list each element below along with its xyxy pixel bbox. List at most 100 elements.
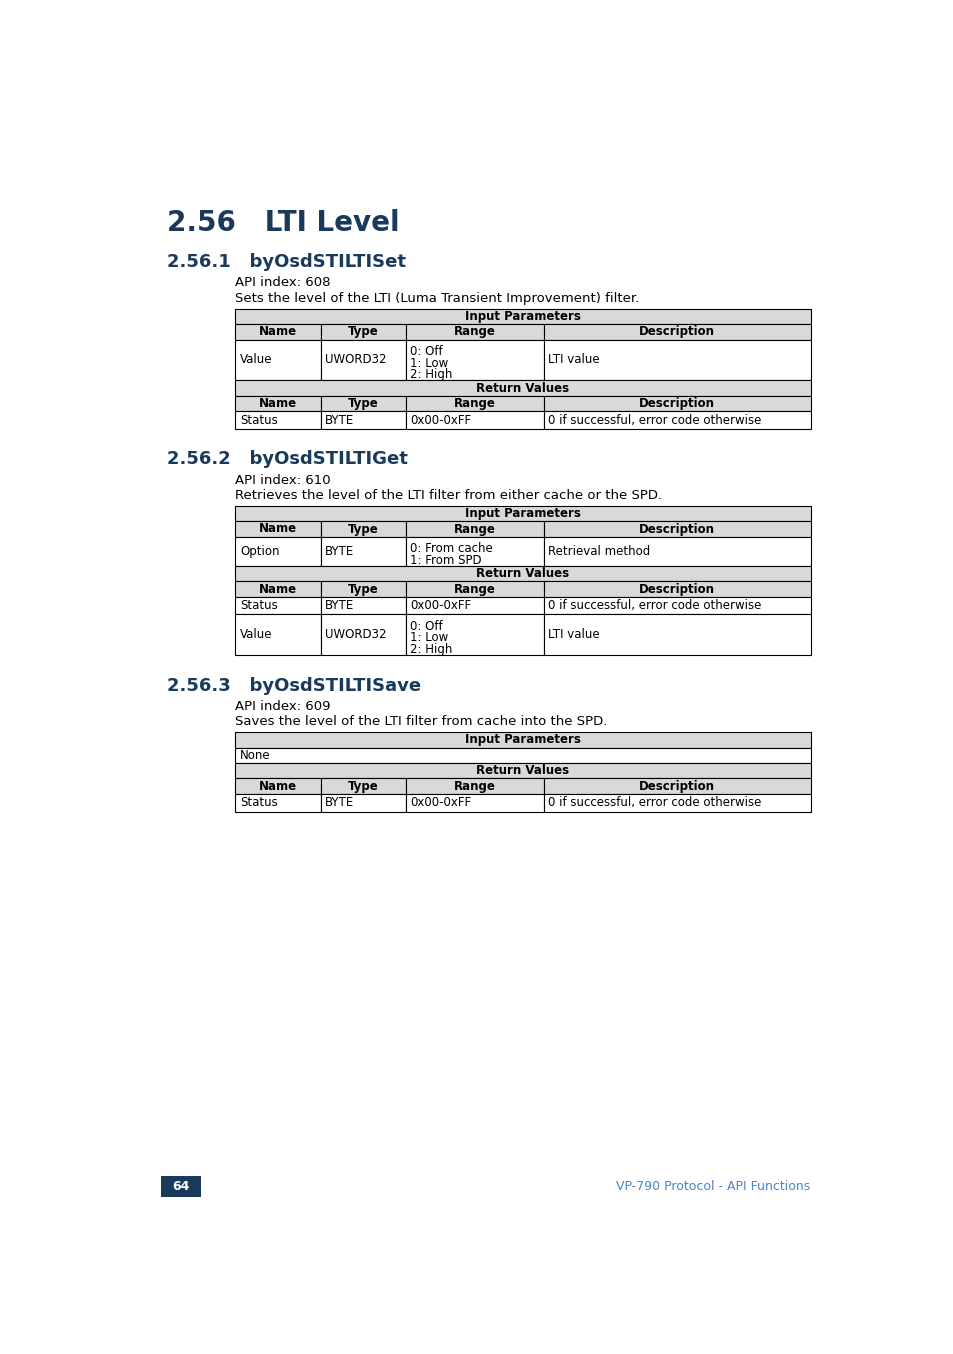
Text: Range: Range xyxy=(454,523,496,535)
Text: Return Values: Return Values xyxy=(476,382,569,394)
Text: Input Parameters: Input Parameters xyxy=(465,734,580,746)
Bar xyxy=(320,779,405,793)
Text: LTI value: LTI value xyxy=(548,353,599,367)
Bar xyxy=(235,506,810,521)
Text: 2.56   LTI Level: 2.56 LTI Level xyxy=(167,209,399,237)
Text: LTI value: LTI value xyxy=(548,628,599,642)
Bar xyxy=(405,793,543,811)
Bar xyxy=(405,395,543,412)
Bar xyxy=(235,340,320,380)
Bar xyxy=(235,566,810,581)
Bar xyxy=(235,733,810,747)
Bar xyxy=(405,615,543,655)
Text: 2: High: 2: High xyxy=(410,643,453,655)
Text: Sets the level of the LTI (Luma Transient Improvement) filter.: Sets the level of the LTI (Luma Transien… xyxy=(235,292,639,305)
Text: API index: 610: API index: 610 xyxy=(235,474,331,486)
Text: Status: Status xyxy=(240,413,277,427)
Text: Range: Range xyxy=(454,325,496,338)
Bar xyxy=(405,581,543,597)
Text: 0: Off: 0: Off xyxy=(410,620,442,632)
Text: API index: 608: API index: 608 xyxy=(235,276,331,290)
Text: Description: Description xyxy=(639,582,715,596)
Text: Input Parameters: Input Parameters xyxy=(465,310,580,324)
Text: Saves the level of the LTI filter from cache into the SPD.: Saves the level of the LTI filter from c… xyxy=(235,715,607,728)
Text: Range: Range xyxy=(454,582,496,596)
Bar xyxy=(235,309,810,324)
Bar xyxy=(235,412,320,429)
Text: None: None xyxy=(240,749,271,762)
Bar xyxy=(235,779,320,793)
Bar xyxy=(405,536,543,566)
Bar xyxy=(405,324,543,340)
Text: Value: Value xyxy=(240,353,273,367)
Bar xyxy=(235,521,320,536)
Bar xyxy=(405,597,543,615)
Text: Type: Type xyxy=(348,397,378,410)
Bar xyxy=(235,380,810,395)
Bar xyxy=(543,615,810,655)
Text: Description: Description xyxy=(639,523,715,535)
Bar xyxy=(543,779,810,793)
Text: Return Values: Return Values xyxy=(476,567,569,580)
Bar xyxy=(235,324,320,340)
Text: Name: Name xyxy=(258,397,296,410)
Bar xyxy=(235,536,320,566)
Bar xyxy=(405,412,543,429)
Text: Type: Type xyxy=(348,325,378,338)
Bar xyxy=(235,581,320,597)
Bar xyxy=(543,581,810,597)
Text: 0x00-0xFF: 0x00-0xFF xyxy=(410,413,471,427)
Bar xyxy=(405,779,543,793)
Bar xyxy=(320,412,405,429)
Text: Type: Type xyxy=(348,523,378,535)
Text: API index: 609: API index: 609 xyxy=(235,700,331,714)
Bar xyxy=(320,324,405,340)
Text: BYTE: BYTE xyxy=(325,413,355,427)
Text: Name: Name xyxy=(258,582,296,596)
Bar xyxy=(235,793,320,811)
Text: Input Parameters: Input Parameters xyxy=(465,508,580,520)
Bar xyxy=(405,340,543,380)
Text: Status: Status xyxy=(240,796,277,810)
Text: 0: From cache: 0: From cache xyxy=(410,542,493,555)
Bar xyxy=(320,521,405,536)
Text: 1: Low: 1: Low xyxy=(410,356,448,370)
Bar xyxy=(543,412,810,429)
Bar xyxy=(320,597,405,615)
Text: 0 if successful, error code otherwise: 0 if successful, error code otherwise xyxy=(548,413,760,427)
Text: BYTE: BYTE xyxy=(325,598,355,612)
Text: Description: Description xyxy=(639,325,715,338)
Bar xyxy=(161,1175,201,1197)
Bar xyxy=(320,793,405,811)
Text: Range: Range xyxy=(454,780,496,792)
Text: 2.56.3   byOsdSTILTISave: 2.56.3 byOsdSTILTISave xyxy=(167,677,421,695)
Bar xyxy=(235,597,320,615)
Bar xyxy=(320,581,405,597)
Text: Name: Name xyxy=(258,325,296,338)
Text: Range: Range xyxy=(454,397,496,410)
Text: VP-790 Protocol - API Functions: VP-790 Protocol - API Functions xyxy=(616,1181,810,1193)
Bar xyxy=(235,747,810,764)
Bar xyxy=(543,340,810,380)
Text: 0x00-0xFF: 0x00-0xFF xyxy=(410,598,471,612)
Bar xyxy=(320,615,405,655)
Bar xyxy=(235,764,810,779)
Text: UWORD32: UWORD32 xyxy=(325,628,386,642)
Text: Description: Description xyxy=(639,397,715,410)
Bar xyxy=(235,615,320,655)
Bar xyxy=(320,395,405,412)
Text: 64: 64 xyxy=(172,1181,190,1193)
Text: BYTE: BYTE xyxy=(325,796,355,810)
Bar xyxy=(543,536,810,566)
Text: Return Values: Return Values xyxy=(476,764,569,777)
Bar xyxy=(405,521,543,536)
Bar xyxy=(543,395,810,412)
Text: 0: Off: 0: Off xyxy=(410,345,442,357)
Text: 2: High: 2: High xyxy=(410,368,453,380)
Bar xyxy=(543,521,810,536)
Text: Description: Description xyxy=(639,780,715,792)
Bar xyxy=(543,597,810,615)
Bar xyxy=(543,324,810,340)
Text: 0 if successful, error code otherwise: 0 if successful, error code otherwise xyxy=(548,598,760,612)
Text: UWORD32: UWORD32 xyxy=(325,353,386,367)
